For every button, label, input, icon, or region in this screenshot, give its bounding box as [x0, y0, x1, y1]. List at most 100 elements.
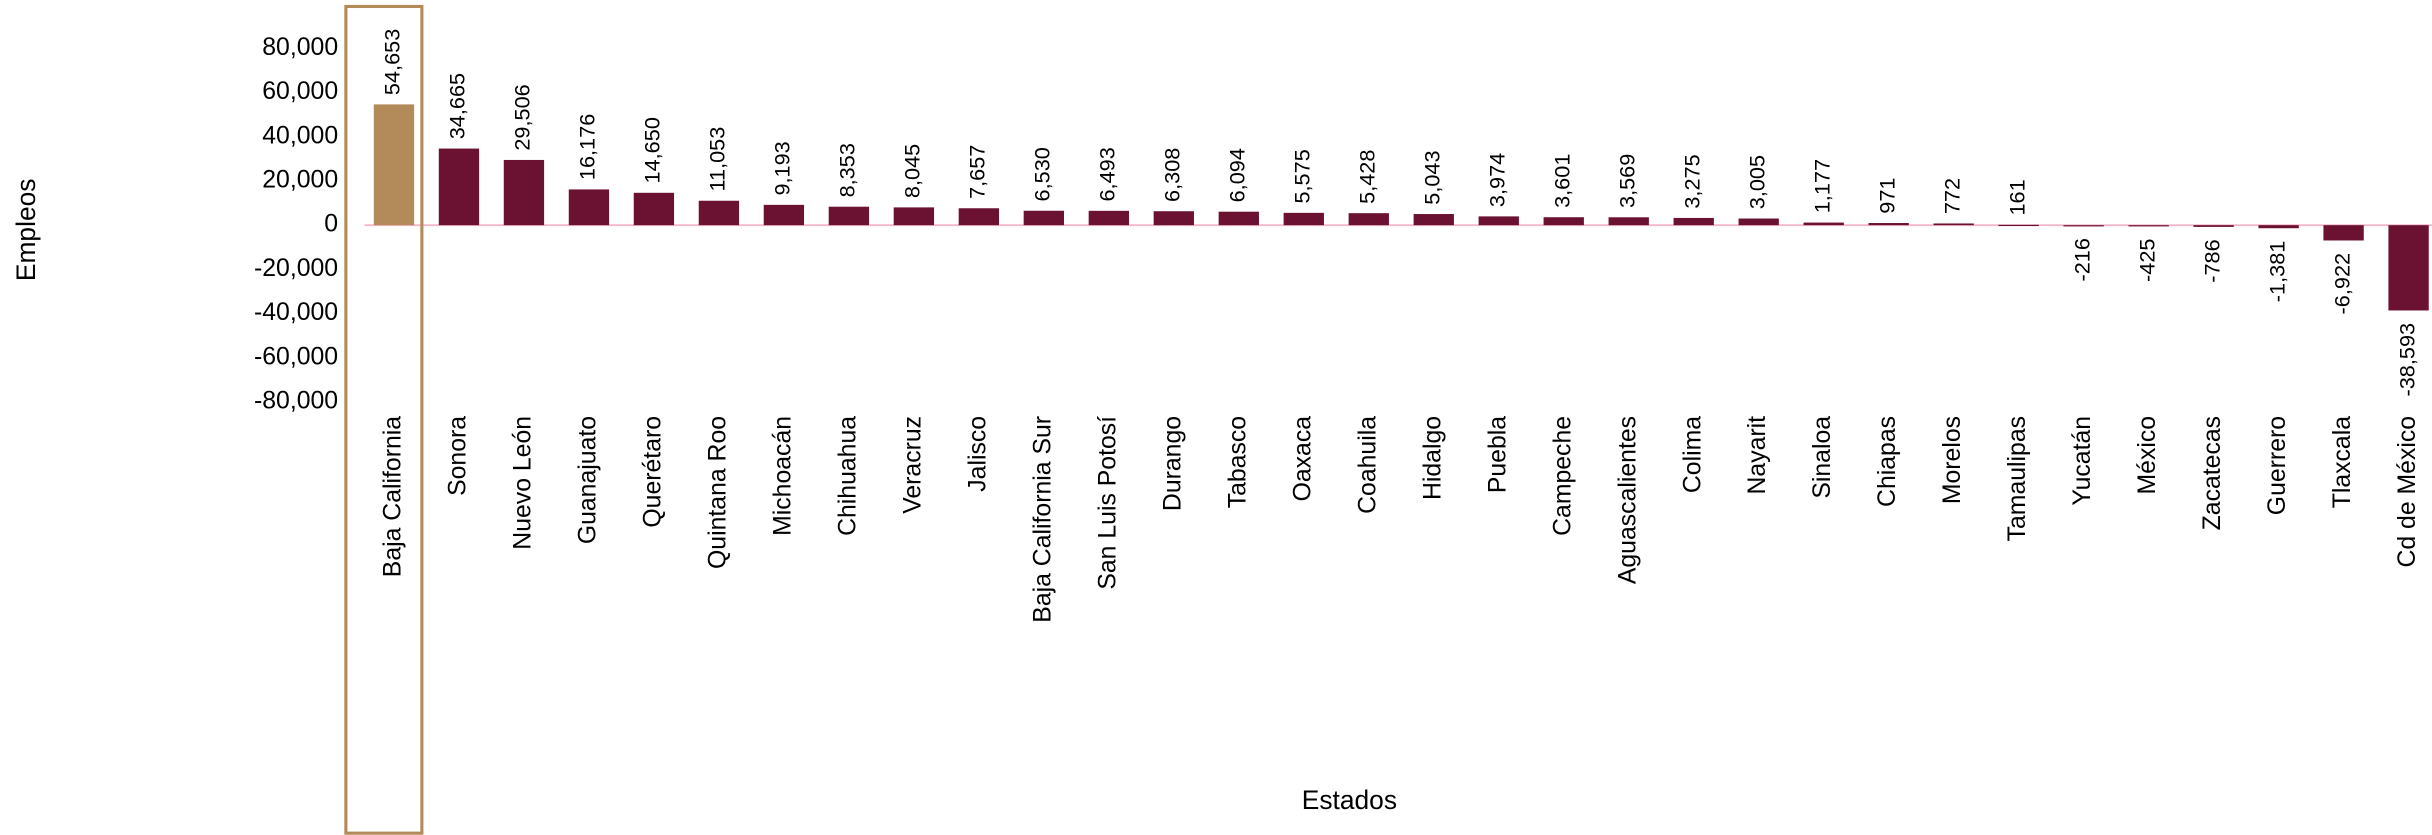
bar: [568, 189, 610, 226]
bar: [763, 204, 805, 226]
value-label: -1,381: [2264, 241, 2289, 303]
x-tick-label: Baja California: [380, 416, 407, 577]
value-label: 7,657: [965, 145, 990, 199]
bar: [1413, 214, 1454, 226]
x-tick-label: Michoacán: [769, 416, 796, 536]
bar: [828, 206, 870, 226]
x-tick-label: Puebla: [1484, 416, 1511, 493]
bar: [893, 207, 935, 226]
bar: [633, 192, 675, 226]
x-tick-label: Campeche: [1549, 416, 1576, 536]
x-tick-label: Querétaro: [639, 416, 666, 528]
x-axis-title: Estados: [1302, 785, 1397, 815]
bar: [698, 200, 740, 226]
x-tick-label: México: [2134, 416, 2161, 495]
value-label: 16,176: [575, 114, 600, 180]
x-tick-label: Zacatecas: [2199, 416, 2226, 530]
bar: [1933, 223, 1974, 226]
value-label: 161: [2004, 179, 2029, 215]
value-label: 1,177: [1809, 159, 1834, 213]
x-tick-label: Colima: [1679, 416, 1706, 493]
value-label: 772: [1939, 178, 1964, 214]
y-tick-label: -80,000: [254, 388, 338, 415]
bar: [1868, 223, 1909, 226]
y-tick-label: -20,000: [254, 255, 338, 282]
value-label: 34,665: [445, 73, 470, 139]
value-label: -6,922: [2329, 253, 2354, 315]
value-label: -786: [2199, 239, 2224, 282]
bar: [503, 159, 545, 226]
x-tick-label: Nayarit: [1744, 416, 1771, 495]
value-label: 11,053: [705, 127, 730, 192]
value-label: 14,650: [640, 117, 665, 183]
value-label: 5,575: [1290, 149, 1315, 203]
x-tick-label: Quintana Roo: [704, 416, 731, 569]
y-tick-label: -40,000: [254, 299, 338, 326]
value-label: 6,493: [1095, 147, 1120, 201]
x-tick-label: Chiapas: [1874, 416, 1901, 507]
x-tick-label: Chihuahua: [834, 416, 861, 536]
y-axis-title: Empleos: [11, 179, 41, 282]
bar: [2063, 225, 2104, 227]
bar: [1348, 213, 1389, 226]
x-tick-label: Morelos: [1939, 416, 1966, 504]
x-tick-label: Veracruz: [899, 416, 926, 514]
highlight-box: [344, 4, 424, 835]
bar: [1153, 211, 1194, 226]
y-tick-label: 0: [324, 211, 338, 238]
x-tick-label: Durango: [1159, 416, 1186, 511]
value-label: 3,569: [1614, 154, 1639, 208]
bar: [1608, 217, 1649, 226]
value-label: 6,094: [1225, 148, 1250, 202]
x-tick-label: Tabasco: [1224, 416, 1251, 508]
value-label: 8,045: [900, 144, 925, 198]
value-label: 5,428: [1355, 150, 1380, 204]
x-tick-label: Aguascalientes: [1614, 416, 1641, 584]
bar: [1023, 210, 1064, 226]
x-tick-label: San Luis Potosí: [1094, 416, 1121, 590]
value-label: 9,193: [770, 141, 795, 195]
x-tick-label: Coahuila: [1354, 416, 1381, 514]
value-label: 6,308: [1160, 148, 1185, 202]
bar: [1478, 216, 1519, 226]
x-tick-label: Tamaulipas: [2004, 416, 2031, 541]
x-tick-label: Baja California Sur: [1029, 416, 1056, 623]
x-tick-label: Sinaloa: [1809, 416, 1836, 499]
x-tick-label: Guanajuato: [574, 416, 601, 544]
x-tick-label: Hidalgo: [1419, 416, 1446, 500]
value-label: 3,275: [1679, 154, 1704, 208]
bar: [1283, 212, 1324, 226]
bar: [438, 148, 480, 226]
bar: [1803, 222, 1844, 226]
bar: [1088, 210, 1129, 226]
value-label: 3,601: [1549, 154, 1574, 208]
value-label: 6,530: [1030, 147, 1055, 201]
value-label: 5,043: [1419, 150, 1444, 204]
bar: [1738, 218, 1779, 226]
bar: [2128, 225, 2169, 227]
x-tick-label: Oaxaca: [1289, 416, 1316, 502]
y-tick-label: 40,000: [262, 122, 338, 149]
x-tick-label: Yucatán: [2069, 416, 2096, 506]
x-tick-label: Cd de México: [2394, 416, 2421, 568]
x-tick-label: Nuevo León: [509, 416, 536, 550]
value-label: 971: [1874, 178, 1899, 214]
bar: [1543, 217, 1584, 226]
bar: [2258, 225, 2299, 229]
y-tick-label: 60,000: [262, 78, 338, 105]
bar: [2388, 225, 2429, 311]
value-label: 3,005: [1744, 155, 1769, 209]
value-label: -38,593: [2394, 323, 2419, 397]
y-tick-label: 80,000: [262, 34, 338, 61]
x-tick-label: Tlaxcala: [2329, 416, 2356, 509]
value-label: 54,653: [380, 29, 405, 95]
bar: [2323, 225, 2364, 241]
bar: [1218, 211, 1259, 226]
bar: [1998, 224, 2039, 227]
x-tick-label: Jalisco: [964, 416, 991, 492]
bar: [1673, 217, 1714, 226]
x-tick-label: Sonora: [444, 416, 471, 496]
bar: [373, 104, 415, 226]
y-tick-label: 20,000: [262, 167, 338, 194]
